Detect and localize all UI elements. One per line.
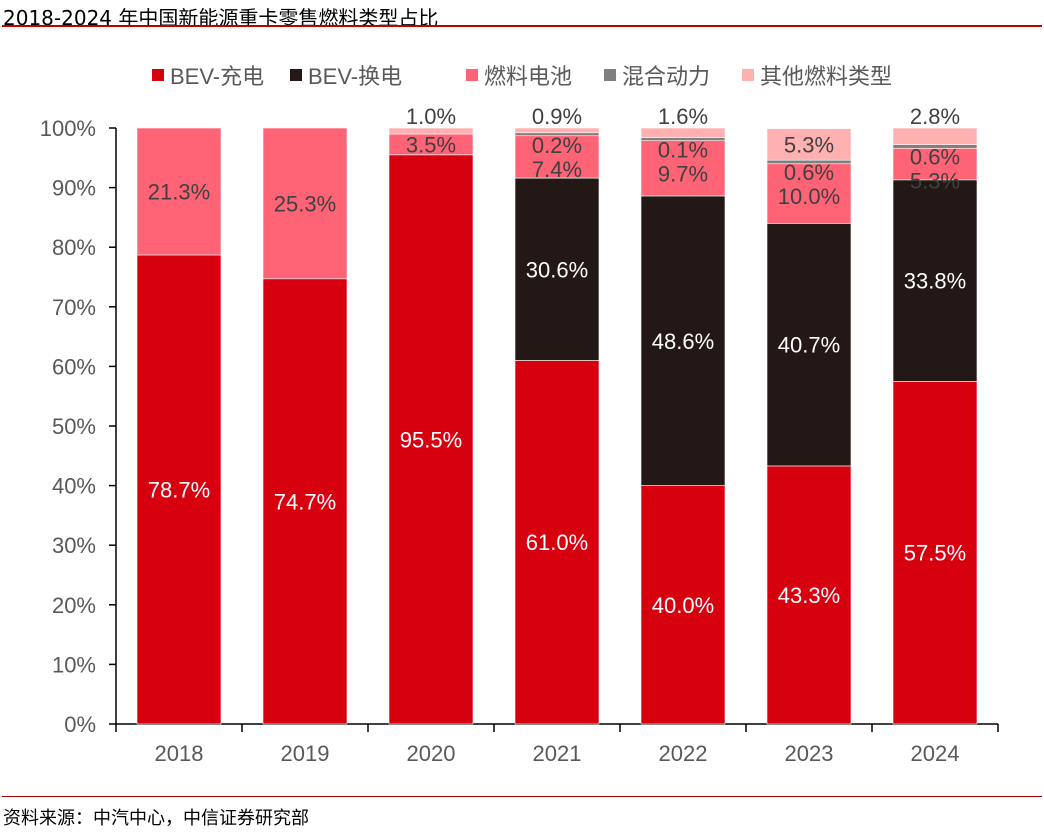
title-divider <box>2 25 1042 27</box>
bar-segment-2023-0 <box>766 465 852 725</box>
bar-segment-2021-2 <box>514 133 600 179</box>
data-label: 0.2% <box>532 133 582 158</box>
data-label: 30.6% <box>526 257 588 282</box>
legend-label-0: BEV-充电 <box>170 64 264 89</box>
bar-segment-2024-1 <box>892 179 978 382</box>
data-label: 43.3% <box>778 583 840 608</box>
legend-swatch-3 <box>604 69 616 81</box>
legend-label-1: BEV-换电 <box>308 64 402 89</box>
data-label: 95.5% <box>400 427 462 452</box>
data-label: 40.0% <box>652 593 714 618</box>
bar-segment-2019-2 <box>262 127 348 280</box>
footer-divider <box>2 796 1042 797</box>
data-label: 61.0% <box>526 530 588 555</box>
data-label: 78.7% <box>148 477 210 502</box>
data-label: 74.7% <box>274 489 336 514</box>
x-tick-label: 2019 <box>281 741 330 766</box>
y-tick-label: 40% <box>52 474 96 499</box>
bar-segment-2024-4 <box>892 127 978 145</box>
data-label: 40.7% <box>778 333 840 358</box>
data-label: 0.9% <box>532 104 582 129</box>
legend-label-3: 混合动力 <box>622 64 710 89</box>
y-tick-label: 20% <box>52 593 96 618</box>
bar-segment-2020-0 <box>388 154 474 725</box>
data-label: 57.5% <box>904 541 966 566</box>
x-tick-label: 2024 <box>911 741 960 766</box>
x-tick-label: 2021 <box>533 741 582 766</box>
bar-segment-2022-0 <box>640 485 726 725</box>
bar-segment-2023-2 <box>766 163 852 224</box>
bar-segment-2024-2 <box>892 147 978 181</box>
legend-swatch-1 <box>290 69 302 81</box>
data-label: 10.0% <box>778 184 840 209</box>
y-tick-label: 10% <box>52 652 96 677</box>
legend-label-2: 燃料电池 <box>484 64 572 89</box>
bar-segment-2022-1 <box>640 195 726 486</box>
data-label: 21.3% <box>148 179 210 204</box>
y-tick-label: 90% <box>52 176 96 201</box>
bar-segment-2018-0 <box>136 254 222 725</box>
data-label: 48.6% <box>652 329 714 354</box>
data-label: 1.0% <box>406 104 456 129</box>
data-label: 33.8% <box>904 269 966 294</box>
bar-segment-2021-1 <box>514 177 600 361</box>
y-tick-label: 60% <box>52 354 96 379</box>
data-label: 5.3% <box>910 169 960 194</box>
legend-swatch-4 <box>742 69 754 81</box>
data-label: 5.3% <box>784 132 834 157</box>
bar-segment-2019-0 <box>262 278 348 725</box>
bar-segment-2020-4 <box>388 127 474 135</box>
x-tick-label: 2023 <box>785 741 834 766</box>
source-note: 资料来源：中汽中心，中信证券研究部 <box>3 808 309 829</box>
data-label: 1.6% <box>658 104 708 129</box>
bar-segment-2022-4 <box>640 127 726 138</box>
bar-segment-2021-4 <box>514 127 600 134</box>
bar-segment-2018-2 <box>136 127 222 256</box>
x-tick-label: 2020 <box>407 741 456 766</box>
legend-label-4: 其他燃料类型 <box>760 64 892 89</box>
data-label: 7.4% <box>532 157 582 182</box>
data-label: 0.6% <box>784 160 834 185</box>
data-label: 2.8% <box>910 104 960 129</box>
bar-segment-2022-2 <box>640 137 726 197</box>
data-label: 0.6% <box>910 145 960 170</box>
bar-segment-2021-0 <box>514 360 600 725</box>
x-tick-label: 2018 <box>155 741 204 766</box>
y-tick-label: 70% <box>52 295 96 320</box>
legend-swatch-0 <box>152 69 164 81</box>
data-label: 9.7% <box>658 162 708 187</box>
bar-segment-2023-4 <box>766 128 852 161</box>
x-tick-label: 2022 <box>659 741 708 766</box>
data-label: 0.1% <box>658 138 708 163</box>
data-label: 3.5% <box>406 132 456 157</box>
data-label: 25.3% <box>274 191 336 216</box>
y-tick-label: 0% <box>64 712 96 737</box>
y-tick-label: 100% <box>40 116 96 141</box>
y-tick-label: 80% <box>52 235 96 260</box>
bar-segment-2023-1 <box>766 223 852 467</box>
y-tick-label: 30% <box>52 533 96 558</box>
y-tick-label: 50% <box>52 414 96 439</box>
bar-segment-2024-0 <box>892 380 978 725</box>
legend-swatch-2 <box>466 69 478 81</box>
